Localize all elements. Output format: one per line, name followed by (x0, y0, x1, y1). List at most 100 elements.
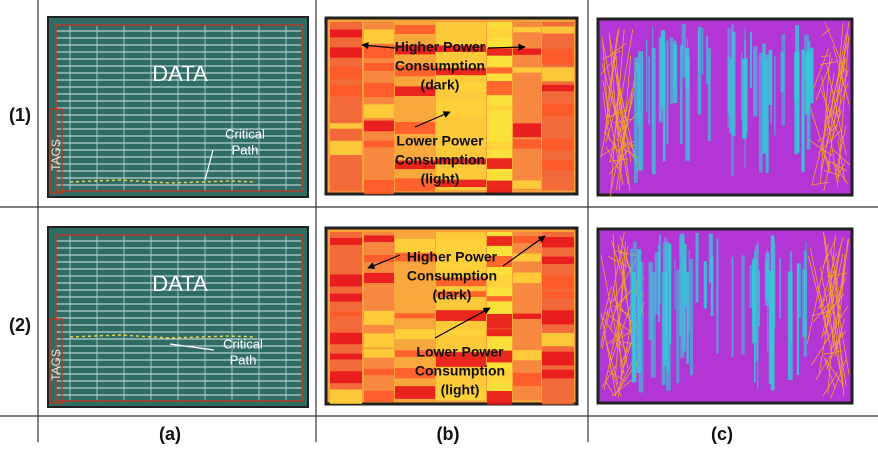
power-block (542, 121, 574, 129)
edge-streak (835, 125, 847, 175)
edge-streak (808, 139, 833, 157)
power-block (330, 389, 362, 404)
edge-streak (815, 58, 833, 101)
power-block (436, 81, 486, 92)
power-block (330, 237, 362, 245)
power-block (330, 332, 362, 345)
power-block (395, 386, 435, 399)
power-block (487, 236, 512, 246)
activity-streak (666, 241, 670, 375)
activity-streak (679, 44, 683, 145)
activity-streak (647, 56, 651, 124)
activity-streak (701, 28, 704, 75)
power-block (395, 368, 435, 379)
activity-streak (749, 264, 754, 308)
edge-streak (614, 64, 631, 192)
power-annotation: (light) (421, 171, 460, 187)
activity-streak (651, 26, 654, 128)
power-block (364, 62, 394, 71)
activity-streak (805, 52, 810, 115)
power-block (364, 104, 394, 119)
tags-label: TAGS (49, 139, 63, 171)
power-block (436, 45, 486, 52)
power-block (487, 391, 512, 405)
activity-streak (636, 62, 640, 126)
layout-lines (56, 235, 302, 401)
activity-streak (703, 261, 707, 309)
activity-streak (779, 258, 781, 319)
edge-streak (832, 149, 850, 166)
power-block (487, 26, 512, 39)
power-block (513, 139, 541, 149)
edge-streak (811, 98, 834, 186)
power-block (487, 81, 512, 96)
power-block (436, 142, 486, 151)
edge-streak (823, 350, 843, 355)
activity-streak (730, 24, 735, 177)
power-block (330, 258, 362, 269)
critical-path-label: Path (232, 142, 259, 157)
power-block (542, 103, 574, 117)
edge-streak (614, 52, 625, 129)
power-block (364, 82, 394, 98)
edge-streak (608, 256, 632, 269)
power-block (330, 180, 362, 192)
power-block (436, 124, 486, 139)
edge-streak (616, 74, 629, 127)
activity-streak (668, 243, 672, 344)
power-block (436, 277, 486, 287)
power-block (395, 253, 435, 262)
power-block (513, 272, 541, 284)
edge-streak (603, 333, 619, 385)
arrow (169, 343, 215, 351)
power-block (487, 180, 512, 193)
power-block (513, 123, 541, 138)
power-block (542, 138, 574, 151)
edge-streak (834, 238, 850, 332)
power-block (542, 332, 574, 347)
edge-streak (610, 92, 619, 197)
edge-streak (833, 270, 842, 319)
edge-streak (830, 109, 842, 142)
power-block (364, 179, 394, 195)
power-block (513, 350, 541, 361)
power-annotation: (dark) (433, 287, 472, 303)
activity-streak (689, 259, 694, 376)
edge-streak (603, 315, 620, 391)
power-block (487, 142, 512, 150)
column-label: (c) (711, 424, 733, 444)
critical-path-label: Critical (223, 336, 263, 351)
power-block (364, 310, 394, 325)
activity-streak (770, 235, 775, 391)
activity-streak (686, 38, 688, 121)
tags-region (49, 318, 63, 404)
edge-streak (824, 235, 835, 302)
edge-streak (819, 267, 844, 389)
power-block (395, 140, 435, 153)
power-block (513, 372, 541, 386)
edge-streak (820, 55, 830, 57)
power-block (395, 293, 435, 307)
edge-streak (600, 90, 614, 158)
edge-streak (811, 181, 830, 186)
power-annotation: Consumption (395, 152, 485, 168)
power-block (436, 257, 486, 271)
power-block (436, 330, 486, 336)
power-block (436, 179, 486, 188)
power-annotation: Consumption (395, 58, 485, 74)
power-annotation: Consumption (407, 268, 497, 284)
edge-streak (832, 254, 846, 349)
activity-streak (631, 272, 637, 383)
edge-streak (808, 256, 831, 344)
arrow (367, 254, 401, 269)
activity-streak (682, 262, 686, 352)
row-label: (1) (9, 105, 31, 125)
power-block (330, 371, 362, 384)
power-block (395, 350, 435, 357)
power-block (436, 389, 486, 401)
power-block (330, 85, 362, 97)
power-block (436, 67, 486, 76)
power-block (487, 48, 512, 56)
column-label: (a) (159, 424, 181, 444)
edge-streak (821, 28, 831, 36)
